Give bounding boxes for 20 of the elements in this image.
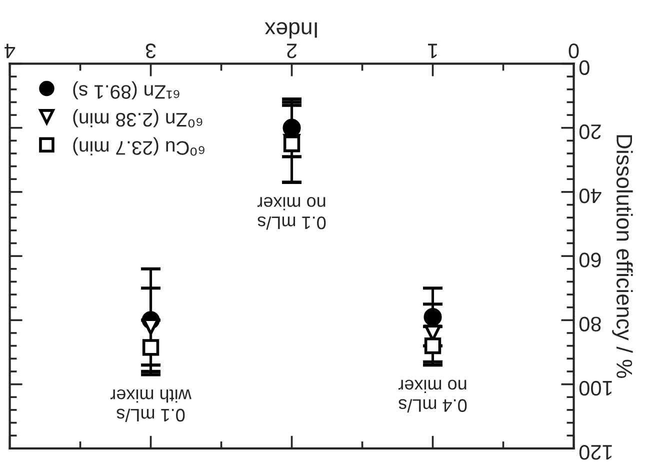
annotation: 0.4 mL/s no mixer — [398, 380, 467, 412]
x-tick-label: 2 — [287, 44, 297, 58]
legend-label: ⁶¹Zn (89.1 s) — [73, 81, 180, 100]
y-tick-label: 80 — [579, 316, 601, 332]
x-tick-label: 4 — [4, 44, 16, 58]
y-tick-label: 40 — [579, 188, 602, 204]
legend-label: ⁶⁰Cu (23.7 min) — [73, 137, 204, 156]
annotation: 0.1 mL/s no mixer — [257, 197, 326, 230]
y-axis-title: Dissolution efficiency / % — [612, 135, 633, 378]
y-tick-label: 120 — [579, 444, 612, 460]
y-tick-label: 100 — [579, 380, 612, 396]
y-tick-label: 20 — [579, 124, 601, 140]
legend-label: ⁶⁰Zn (2.38 min) — [73, 109, 202, 128]
x-axis-title: Index — [264, 22, 317, 38]
y-tick-label: 0 — [579, 60, 590, 76]
x-tick-label: 1 — [428, 44, 437, 58]
x-tick-label: 0 — [568, 44, 579, 58]
x-tick-label: 3 — [146, 44, 156, 58]
annotation: 0.1 mL/s with mixer — [110, 389, 192, 422]
y-tick-label: 60 — [579, 252, 601, 268]
